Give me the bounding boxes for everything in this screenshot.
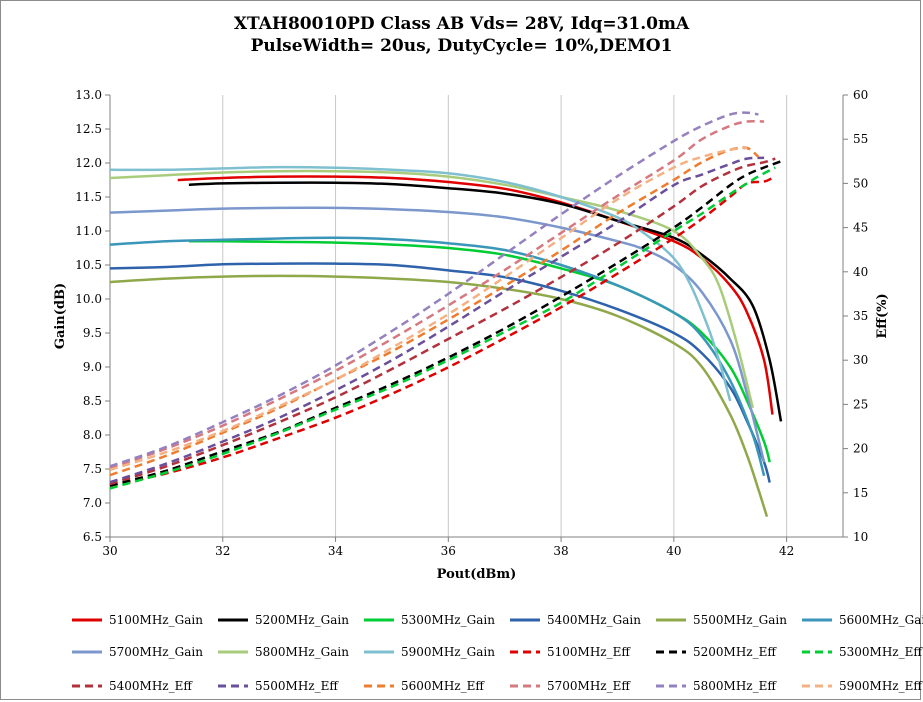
x-tick-label: 34 (328, 544, 344, 558)
y-tick-label: 7.0 (83, 496, 102, 510)
legend-label: 5400MHz_Gain (547, 613, 641, 627)
y2-tick-label: 10 (853, 530, 868, 544)
legend-label: 5700MHz_Eff (547, 679, 631, 693)
legend-label: 5300MHz_Eff (839, 645, 923, 659)
y2-tick-label: 40 (853, 265, 868, 279)
grid-lines (222, 95, 788, 537)
series-5400mhz-eff (109, 157, 776, 486)
legend-label: 5100MHz_Gain (109, 613, 203, 627)
y2-tick-label: 45 (853, 221, 868, 235)
x-tick-label: 36 (441, 544, 456, 558)
series-5500mhz-eff (109, 156, 765, 484)
y-tick-label: 13.0 (75, 88, 102, 102)
legend-label: 5100MHz_Eff (547, 645, 631, 659)
x-tick-label: 32 (215, 544, 230, 558)
y-tick-label: 9.5 (83, 326, 102, 340)
series-5700mhz-gain (109, 206, 766, 463)
series-5800mhz-eff (109, 111, 759, 468)
series-5900mhz-eff (109, 146, 748, 471)
y-tick-label: 6.5 (83, 530, 102, 544)
x-tick-label: 42 (779, 544, 794, 558)
legend-label: 5800MHz_Eff (693, 679, 777, 693)
y-tick-label: 12.5 (75, 122, 102, 136)
series-5100mhz-eff (109, 175, 776, 487)
y-tick-label: 8.0 (83, 428, 102, 442)
legend-label: 5600MHz_Eff (401, 679, 485, 693)
legend-label: 5600MHz_Gain (839, 613, 923, 627)
legend-label: 5200MHz_Eff (693, 645, 777, 659)
legend-label: 5300MHz_Gain (401, 613, 495, 627)
series-5100mhz-gain (177, 175, 774, 415)
legend-label: 5400MHz_Eff (109, 679, 193, 693)
y-tick-label: 10.0 (75, 292, 102, 306)
series-5300mhz-eff (109, 166, 776, 490)
series-5800mhz-gain (109, 169, 755, 409)
legend: 5100MHz_Gain 5200MHz_Gain 5300MHz_Gain 5400… (72, 613, 923, 693)
y-tick-label: 11.0 (75, 224, 102, 238)
y2-tick-label: 60 (853, 88, 868, 102)
series-5200mhz-eff (109, 160, 782, 487)
y-tick-label: 9.0 (83, 360, 102, 374)
y-tick-label: 10.5 (75, 258, 102, 272)
tick-labels: 30 32 34 36 38 40 42 6.5 7.0 7.5 8.0 8.5 9.0 9.5 10.0 1… (75, 88, 868, 558)
y2-tick-label: 55 (853, 132, 868, 146)
x-tick-label: 30 (102, 544, 117, 558)
y-axis-label: Gain(dB) (53, 283, 68, 349)
legend-label: 5900MHz_Gain (401, 645, 495, 659)
y2-tick-label: 20 (853, 442, 868, 456)
series-5700mhz-eff (109, 119, 765, 470)
y-tick-label: 8.5 (83, 394, 102, 408)
legend-label: 5200MHz_Gain (255, 613, 349, 627)
y2-tick-label: 50 (853, 176, 868, 190)
legend-label: 5500MHz_Eff (255, 679, 339, 693)
x-axis-label: Pout(dBm) (437, 567, 517, 582)
series-5900mhz-gain (109, 165, 732, 402)
y2-tick-label: 30 (853, 353, 868, 367)
series-5600mhz-eff (109, 146, 760, 477)
y2-tick-label: 25 (853, 397, 868, 411)
y2-tick-label: 35 (853, 309, 868, 323)
y2-tick-label: 15 (853, 486, 868, 500)
y-tick-label: 7.5 (83, 462, 102, 476)
legend-label: 5700MHz_Gain (109, 645, 203, 659)
series-5200mhz-gain (188, 181, 783, 422)
y2-axis-label: Eff(%) (875, 293, 890, 338)
x-tick-label: 40 (666, 544, 681, 558)
chart-title: XTAH80010PD Class AB Vds= 28V, Idq=31.0m… (233, 14, 690, 34)
x-tick-label: 38 (553, 544, 568, 558)
series-5500mhz-gain (109, 274, 769, 517)
series-lines (109, 111, 783, 517)
y-tick-label: 12.0 (75, 156, 102, 170)
series-5600mhz-gain (109, 236, 766, 477)
legend-label: 5800MHz_Gain (255, 645, 349, 659)
legend-label: 5900MHz_Eff (839, 679, 923, 693)
chart-subtitle: PulseWidth= 20us, DutyCycle= 10%,DEMO1 (250, 36, 673, 56)
series-5400mhz-gain (109, 262, 771, 483)
legend-label: 5500MHz_Gain (693, 613, 787, 627)
series-5300mhz-gain (188, 239, 771, 463)
y-tick-label: 11.5 (75, 190, 102, 204)
